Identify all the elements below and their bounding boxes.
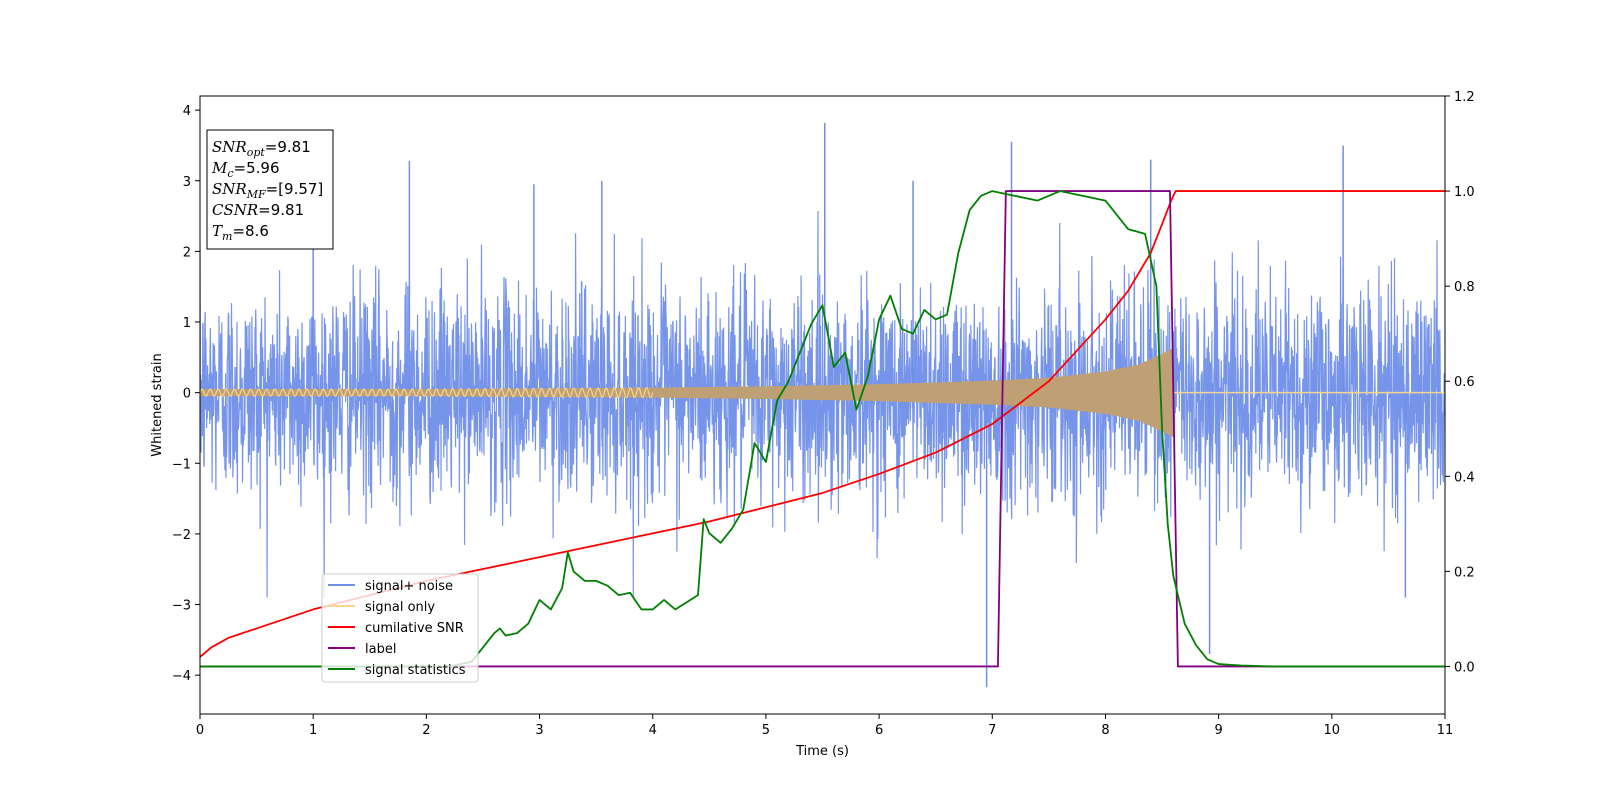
legend-label: label [365, 642, 396, 657]
y-axis-label: Whitened strain [150, 353, 165, 456]
series-signal-only-envelope [200, 348, 1174, 438]
series-cumilative-snr [200, 190, 1445, 658]
legend-frame [321, 573, 479, 683]
annotation-line: SNRopt=9.81 [212, 138, 311, 159]
x-tick-label: 7 [988, 723, 996, 738]
y2-tick-label: 0.2 [1454, 565, 1475, 580]
series-label [200, 190, 1445, 668]
y2-tick-label: 0.0 [1454, 660, 1475, 675]
annotation-value: =[9.57] [266, 180, 324, 198]
x-tick-label: 6 [875, 723, 883, 738]
annotation-box: SNRopt=9.81Mc=5.96SNRMF=[9.57]CSNR=9.81T… [206, 129, 334, 250]
legend-label: signal only [365, 600, 435, 615]
y2-tick-label: 0.8 [1454, 280, 1475, 295]
annotation-line: Mc=5.96 [211, 159, 280, 180]
annotation-line: CSNR=9.81 [212, 201, 304, 219]
series-signal-only [200, 387, 654, 399]
y-tick-label: −3 [172, 599, 191, 614]
annotation-value: =5.96 [234, 159, 280, 177]
x-tick-label: 11 [1437, 723, 1454, 738]
y-tick-label: 3 [183, 175, 191, 190]
annotation-value: =9.81 [258, 201, 304, 219]
annotation-line: SNRMF=[9.57] [212, 180, 323, 201]
y2-tick-label: 0.4 [1454, 470, 1475, 485]
legend-label: signal+ noise [365, 579, 453, 594]
y2-axis: 0.0 0.2 0.4 0.6 0.8 1.0 1.2 [1445, 90, 1475, 675]
plot-frame [199, 95, 1446, 715]
annotation-symbol: SNR [212, 138, 247, 156]
y2-tick-label: 1.2 [1454, 90, 1475, 105]
x-tick-label: 8 [1101, 723, 1109, 738]
y-tick-label: 0 [183, 387, 191, 402]
x-tick-label: 3 [535, 723, 543, 738]
annotation-subscript: m [222, 230, 232, 243]
annotation-frame [206, 129, 334, 250]
annotation-subscript: opt [247, 146, 266, 159]
x-tick-label: 10 [1324, 723, 1341, 738]
y-tick-label: −1 [172, 457, 191, 472]
annotation-subscript: c [227, 167, 233, 180]
annotation-line: Tm=8.6 [212, 222, 269, 243]
x-tick-label: 2 [422, 723, 430, 738]
x-axis: 0 1 2 3 4 5 6 7 8 9 10 11 [196, 714, 1453, 738]
x-tick-label: 9 [1214, 723, 1222, 738]
x-tick-label: 1 [309, 723, 317, 738]
y-tick-label: 4 [183, 104, 191, 119]
y-tick-label: −2 [172, 528, 191, 543]
x-tick-label: 0 [196, 723, 204, 738]
y2-tick-label: 1.0 [1454, 185, 1475, 200]
annotation-symbol: SNR [212, 180, 247, 198]
y-tick-label: 2 [183, 245, 191, 260]
annotation-symbol: M [211, 159, 228, 177]
annotation-subscript: MF [246, 188, 266, 201]
legend-label: cumilative SNR [365, 621, 464, 636]
annotation-symbol: CSNR [212, 201, 258, 219]
series-layer [200, 122, 1445, 688]
y2-tick-label: 0.6 [1454, 375, 1475, 390]
x-tick-label: 4 [649, 723, 657, 738]
annotation-value: =8.6 [232, 222, 268, 240]
legend-label: signal statistics [365, 663, 466, 678]
y-tick-label: 1 [183, 316, 191, 331]
series-signal-noise [200, 210, 1445, 598]
series-signal-statistics [200, 190, 1445, 668]
y-tick-label: −4 [172, 669, 191, 684]
x-tick-label: 5 [762, 723, 770, 738]
annotation-symbol: T [212, 222, 223, 240]
annotation-value: =9.81 [265, 138, 311, 156]
y-axis: −4 −3 −2 −1 0 1 2 3 4 [172, 104, 200, 684]
legend: signal+ noise signal only cumilative SNR la… [321, 573, 479, 683]
x-axis-label: Time (s) [795, 744, 849, 759]
